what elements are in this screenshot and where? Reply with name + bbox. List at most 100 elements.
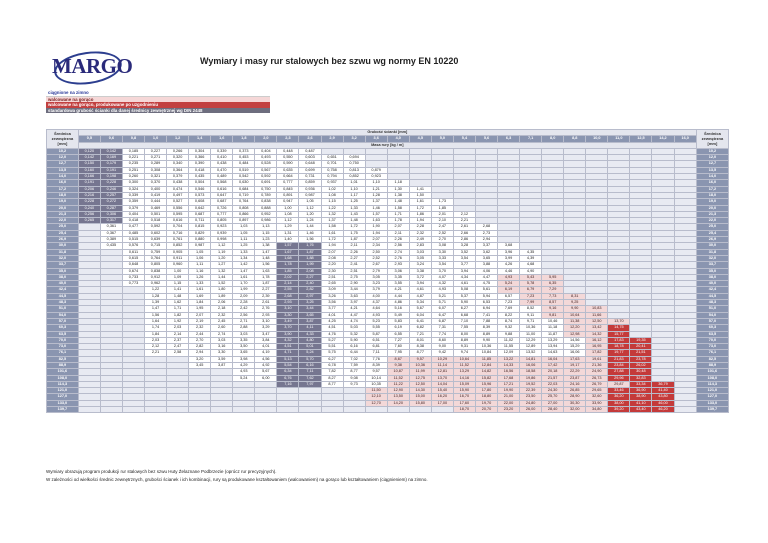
mass-cell: 1,87 xyxy=(342,236,366,244)
mass-cell: 19,70 xyxy=(474,399,499,408)
mass-cell: 6,94 xyxy=(474,305,499,313)
od-cell-right: 88,9 xyxy=(695,361,730,370)
mass-cell: 6,76 xyxy=(276,374,300,382)
mass-cell: 6,47 xyxy=(430,311,454,319)
mass-cell: 1,28 xyxy=(364,191,388,200)
mass-cell: 5,21 xyxy=(430,292,454,301)
empty-cell xyxy=(673,336,697,345)
mass-cell: 7,76 xyxy=(364,355,388,364)
mass-cell: 3,56 xyxy=(320,298,344,307)
header-row-mass: Masa rury [kg / m] xyxy=(47,141,729,149)
wall-thickness-16: 5,0 xyxy=(430,135,454,143)
mass-cell: 2,12 xyxy=(452,210,476,219)
empty-cell xyxy=(320,399,344,408)
table-row: 133,0 12,70 14,20 15,80 17,00 17,60 19,70 22,00… xyxy=(46,399,730,408)
mass-cell: 14,82 xyxy=(474,368,499,376)
mass-cell: 5,90 xyxy=(452,298,476,307)
mass-cell: 3,55 xyxy=(386,280,410,288)
mass-cell: 1,37 xyxy=(364,198,388,206)
table-row: 12,0 0,142 0,169 0,221 0,271 0,320 0,366 0,410 0… xyxy=(46,154,730,162)
legend-hot-rolled: walcowane na gorąco xyxy=(46,96,270,103)
mass-cell: 7,11 xyxy=(298,368,322,376)
mass-cell: 6,27 xyxy=(452,305,476,313)
od-cell-right: 40,0 xyxy=(695,280,730,288)
mass-cell: 8,39 xyxy=(474,324,499,332)
mass-cell: 2,70 xyxy=(430,236,454,244)
mass-cell: 26,00 xyxy=(519,406,543,414)
mass-cell: 2,39 xyxy=(254,292,278,301)
mass-cell: 3,25 xyxy=(298,298,322,307)
od-cell-right: 10,2 xyxy=(695,147,730,156)
mass-cell: 10,87 xyxy=(386,368,410,376)
mass-cell: 2,93 xyxy=(276,298,300,307)
mass-cell: 1,12 xyxy=(298,204,322,212)
mass-cell: 0,635 xyxy=(276,166,300,175)
od-cell-right: 35,0 xyxy=(695,267,730,275)
wall-thickness-9: 2,3 xyxy=(276,135,300,143)
mass-cell: 3,24 xyxy=(408,261,432,269)
empty-cell xyxy=(254,406,278,414)
mass-cell: 2,51 xyxy=(320,273,344,282)
table-row: 88,9 3,45 3,87 4,29 4,92 5,54 6,16 6,78 7,59 8,39… xyxy=(46,361,730,370)
empty-cell xyxy=(298,393,322,401)
mass-cell: 1,21 xyxy=(364,185,388,193)
mass-cell: 0,888 xyxy=(254,204,278,212)
mass-cell: 2,32 xyxy=(408,229,432,238)
mass-cell: 1,15 xyxy=(320,198,344,206)
mass-cell: 0,603 xyxy=(298,154,322,162)
mass-cell: 9,57 xyxy=(408,355,432,364)
mass-cell: 0,947 xyxy=(276,198,300,206)
mass-cell: 0,923 xyxy=(364,173,388,181)
mass-cell: 6,81 xyxy=(364,343,388,351)
mass-cell: 2,68 xyxy=(276,292,300,301)
mass-cell: 4,80 xyxy=(298,336,322,345)
mass-cell: 17,60 xyxy=(452,399,476,408)
mass-cell: 2,90 xyxy=(342,280,366,288)
mass-cell: 12,81 xyxy=(430,368,454,376)
empty-cell xyxy=(320,406,344,414)
mass-cell: 4,33 xyxy=(298,330,322,338)
mass-cell: 8,77 xyxy=(342,368,366,376)
table-row: 14,0 0,166 0,198 0,260 0,321 0,379 0,435 0,489 0… xyxy=(46,173,730,181)
table-row: 139,7 18,70 20,70 23,20 26,00 28,40 32,00 34,80… xyxy=(46,406,730,414)
mass-cell: 4,56 xyxy=(254,355,278,364)
mass-cell: 0,813 xyxy=(342,166,366,175)
table-row: 60,3 1,74 2,03 2,32 2,60 2,88 3,29 3,70 4,11 4,51… xyxy=(46,324,730,332)
mass-cell: 6,19 xyxy=(386,324,410,332)
mass-cell: 2,56 xyxy=(386,242,410,250)
od-cell-right: 121,0 xyxy=(695,387,730,395)
mass-cell: 12,90 xyxy=(386,387,410,395)
mass-cell: 1,94 xyxy=(408,217,432,225)
mass-cell: 2,28 xyxy=(408,223,432,231)
mass-cell: 5,94 xyxy=(474,292,499,301)
mass-cell: 0,794 xyxy=(320,173,344,181)
mass-cell: 5,87 xyxy=(364,330,388,338)
mass-cell: 10,35 xyxy=(364,380,388,389)
mass-cell: 1,61 xyxy=(320,229,344,238)
mass-cell: 1,22 xyxy=(320,204,344,212)
od-cell-right: 54,0 xyxy=(695,311,730,319)
table-row: 31,8 0,611 0,759 0,905 1,05 1,19 1,33 1,47 1,67 1… xyxy=(46,248,730,256)
od-cell-right: 60,3 xyxy=(695,324,730,332)
empty-cell xyxy=(298,399,322,408)
mass-cell: 2,47 xyxy=(430,223,454,231)
mass-cell: 3,77 xyxy=(320,305,344,313)
mass-cell: 9,38 xyxy=(386,361,410,370)
mass-cell: 3,87 xyxy=(298,317,322,326)
mass-cell: 1,87 xyxy=(298,248,322,256)
table-row: 48,3 1,39 1,62 1,84 2,06 2,28 2,61 2,93 3,25 3,56… xyxy=(46,298,730,307)
mass-cell: 5,32 xyxy=(342,330,366,338)
mass-cell: 3,44 xyxy=(298,305,322,313)
od-cell-right: 139,7 xyxy=(695,406,730,414)
table-row: 30,0 0,435 0,576 0,715 0,852 0,987 1,12 1,25 1,3… xyxy=(46,242,730,250)
mass-cell: 0,694 xyxy=(342,154,366,162)
mass-cell: 13,70 xyxy=(430,374,454,382)
mass-cell: 1,44 xyxy=(298,223,322,231)
mass-cell: 1,88 xyxy=(298,254,322,263)
mass-cell: 1,63 xyxy=(254,267,278,275)
empty-cell xyxy=(320,393,344,401)
mass-cell: 6,87 xyxy=(430,317,454,326)
od-cell-right: 20,0 xyxy=(695,204,730,212)
mass-cell: 0,845 xyxy=(276,185,300,193)
table-row: 22,0 0,265 0,317 0,418 0,518 0,616 0,711 0,805 0… xyxy=(46,217,730,225)
